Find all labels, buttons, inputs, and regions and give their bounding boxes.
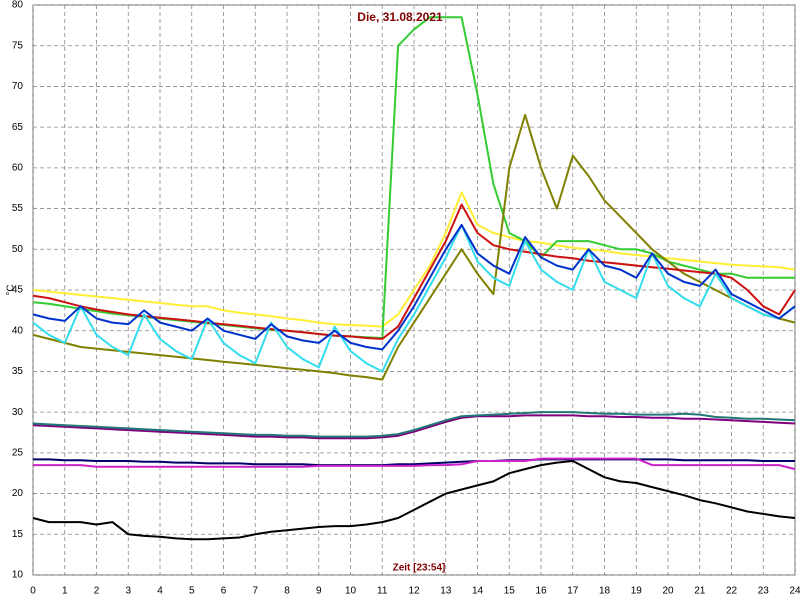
x-tick-label: 0	[30, 586, 36, 597]
series-line	[32, 203, 796, 340]
series-line	[32, 223, 796, 373]
x-tick-label: 20	[662, 586, 674, 597]
x-tick-label: 18	[599, 586, 611, 597]
x-tick-label: 24	[789, 586, 800, 597]
y-tick-label: 70	[12, 81, 24, 92]
x-axis-label: Zeit [23:54]	[393, 563, 446, 574]
series-line	[32, 414, 796, 440]
x-tick-label: 2	[94, 586, 100, 597]
x-tick-label: 6	[221, 586, 227, 597]
x-tick-label: 13	[440, 586, 452, 597]
x-tick-label: 9	[316, 586, 322, 597]
y-tick-label: 80	[12, 0, 24, 11]
x-tick-label: 12	[408, 586, 420, 597]
series-line	[32, 223, 796, 351]
x-tick-label: 21	[694, 586, 706, 597]
x-tick-label: 8	[284, 586, 290, 597]
x-tick-label: 22	[726, 586, 738, 597]
series-line	[32, 191, 796, 328]
y-tick-label: 45	[12, 285, 24, 296]
series-line	[32, 411, 796, 438]
y-tick-label: 55	[12, 203, 24, 214]
series-line	[33, 458, 795, 467]
y-tick-label: 25	[12, 447, 24, 458]
series-line	[32, 460, 796, 541]
chart-title: Die, 31.08.2021	[357, 10, 443, 24]
x-tick-label: 3	[125, 586, 131, 597]
y-tick-label: 35	[12, 366, 24, 377]
y-tick-label: 10	[12, 570, 24, 581]
x-tick-label: 10	[345, 586, 357, 597]
y-tick-label: 75	[12, 40, 24, 51]
x-tick-label: 4	[157, 586, 163, 597]
y-tick-label: 15	[12, 529, 24, 540]
x-tick-label: 1	[62, 586, 68, 597]
x-tick-label: 11	[377, 586, 388, 597]
y-axis-label: °C	[6, 284, 17, 295]
x-tick-label: 5	[189, 586, 195, 597]
x-tick-label: 23	[758, 586, 770, 597]
y-tick-label: 65	[12, 122, 24, 133]
y-tick-label: 50	[12, 244, 24, 255]
x-tick-label: 16	[535, 586, 547, 597]
series-line	[33, 457, 796, 471]
x-tick-label: 17	[567, 586, 579, 597]
series-line	[32, 113, 796, 381]
x-tick-label: 19	[631, 586, 643, 597]
x-tick-label: 15	[504, 586, 516, 597]
y-tick-label: 60	[12, 162, 24, 173]
x-tick-label: 7	[252, 586, 258, 597]
x-tick-label: 14	[472, 586, 484, 597]
y-tick-label: 40	[12, 325, 24, 336]
y-tick-label: 30	[12, 407, 24, 418]
y-tick-label: 20	[12, 488, 24, 499]
